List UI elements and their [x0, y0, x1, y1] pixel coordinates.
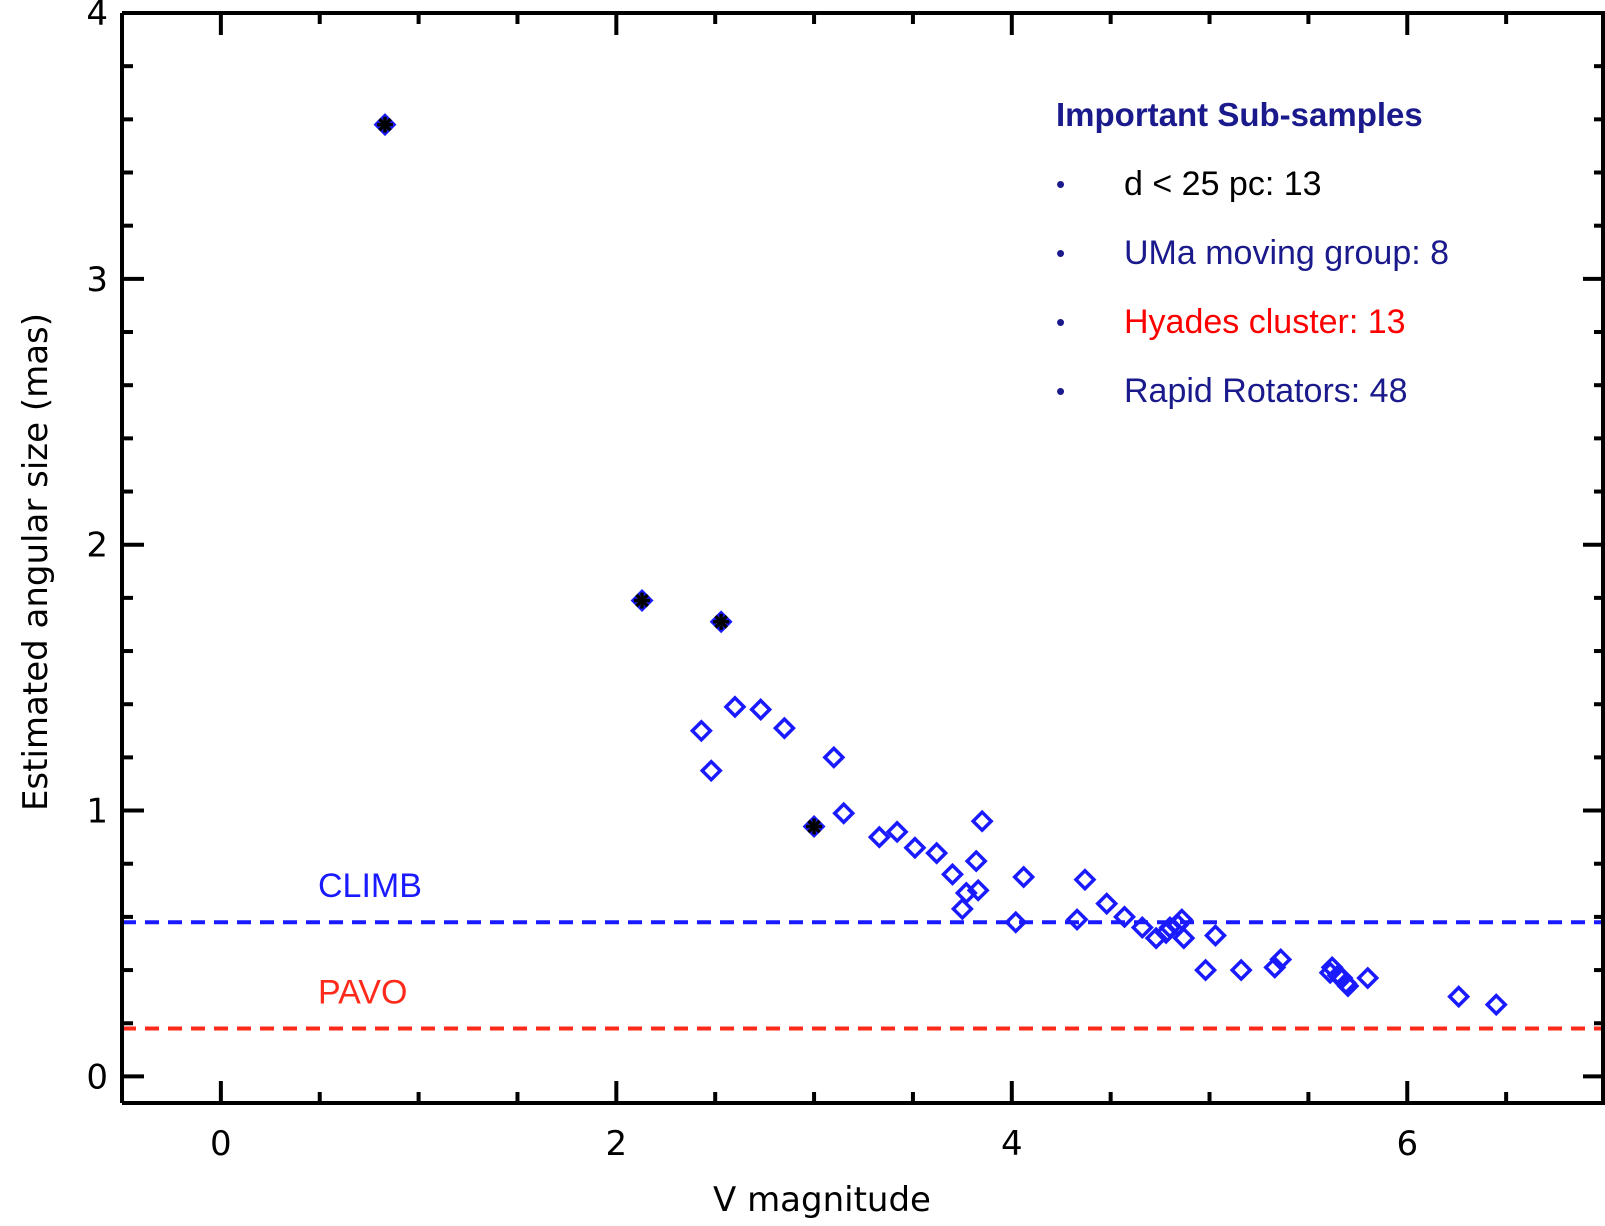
asterisk-point — [634, 592, 651, 609]
legend-title: Important Sub-samples — [1056, 96, 1423, 133]
y-tick-label: 0 — [86, 1057, 108, 1097]
diamond-point — [1113, 905, 1136, 929]
axis-ticks — [120, 11, 1605, 1103]
tick-labels: 0 2 4 6 0 1 2 3 4 — [86, 0, 1418, 1164]
x-tick-label: 4 — [1001, 1124, 1023, 1164]
diamond-point — [832, 801, 856, 825]
diamond-point — [1356, 966, 1380, 990]
y-tick-label: 3 — [86, 260, 108, 300]
legend-bullet: • — [1056, 169, 1065, 199]
diamond-point — [630, 589, 654, 613]
asterisk-point — [376, 116, 393, 133]
diamond-point — [822, 745, 846, 769]
plot-axes — [120, 11, 1605, 1105]
x-tick-label: 2 — [606, 1124, 628, 1164]
diamond-point — [373, 113, 397, 137]
diamond-point — [699, 759, 723, 783]
diamond-point — [903, 836, 927, 860]
diamond-point — [1447, 985, 1471, 1009]
diamond-point — [1095, 892, 1119, 916]
legend-bullet: • — [1056, 307, 1065, 337]
diamond-point — [1130, 916, 1154, 940]
diamond-point — [1194, 958, 1218, 982]
diamond-point — [1144, 926, 1168, 950]
diamond-point — [1336, 974, 1360, 998]
y-tick-label: 4 — [86, 0, 108, 34]
diamond-point — [749, 698, 773, 722]
diamond-point — [1073, 868, 1097, 892]
legend-item-label: Hyades cluster: 13 — [1124, 303, 1406, 341]
diamond-point — [970, 809, 994, 833]
asterisk-point — [713, 613, 730, 630]
legend-item-label: d < 25 pc: 13 — [1124, 165, 1322, 203]
diamond-point — [1065, 908, 1089, 932]
diamond-point — [941, 862, 964, 886]
legend: Important Sub-samples • d < 25 pc: 13 • UMa… — [1056, 96, 1449, 410]
reference-label-pavo: PAVO — [318, 974, 407, 1012]
diamond-point — [950, 897, 974, 921]
x-tick-label: 6 — [1396, 1124, 1418, 1164]
y-tick-label: 1 — [86, 792, 108, 832]
legend-item-label: Rapid Rotators: 48 — [1124, 372, 1408, 410]
diamond-point — [885, 820, 909, 844]
diamond-point — [1484, 993, 1508, 1017]
diamond-point — [966, 878, 990, 902]
x-tick-label: 0 — [210, 1124, 232, 1164]
diamond-point — [1012, 865, 1036, 889]
diamond-point — [867, 825, 891, 849]
diamond-point — [1172, 926, 1196, 950]
diamond-point — [925, 841, 949, 865]
y-axis-title: Estimated angular size (mas) — [16, 313, 56, 811]
legend-item-label: UMa moving group: 8 — [1124, 234, 1449, 272]
diamond-point — [954, 881, 978, 905]
data-points — [373, 113, 1508, 1017]
diamond-point — [1170, 908, 1194, 932]
diamond-point — [1269, 947, 1293, 971]
legend-bullet: • — [1056, 376, 1065, 406]
diamond-point — [964, 849, 988, 873]
y-tick-label: 2 — [86, 526, 108, 566]
diamond-point — [1004, 910, 1028, 934]
diamond-point — [802, 815, 826, 838]
x-axis-title: V magnitude — [713, 1180, 931, 1220]
diamond-point — [1263, 955, 1287, 979]
diamond-point — [723, 695, 747, 719]
diamond-point — [709, 610, 733, 634]
diamond-point — [1203, 924, 1227, 947]
legend-bullet: • — [1056, 238, 1065, 268]
diamond-point — [1229, 958, 1253, 982]
diamond-point — [689, 719, 713, 743]
reference-label-climb: CLIMB — [318, 867, 422, 905]
reference-lines: CLIMB PAVO — [122, 867, 1605, 1031]
diamond-point — [772, 716, 796, 740]
asterisk-point — [806, 818, 823, 835]
legend-items: • d < 25 pc: 13 • UMa moving group: 8 • Hyade… — [1056, 165, 1449, 410]
